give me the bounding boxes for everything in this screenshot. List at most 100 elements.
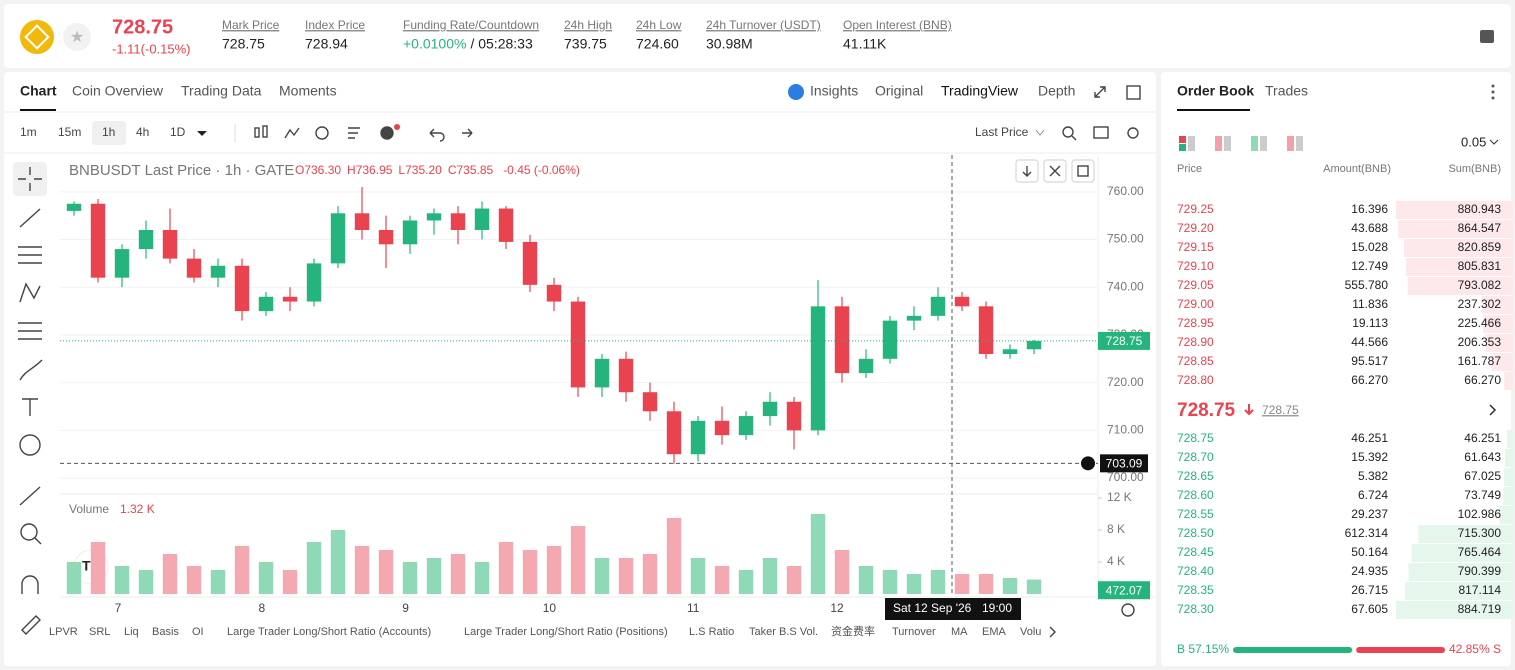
indicator-tab[interactable]: LPVR: [49, 626, 78, 638]
depth-bar: [1491, 353, 1513, 371]
book-tab[interactable]: Order Book: [1177, 83, 1254, 99]
book-price[interactable]: 729.10: [1177, 259, 1214, 273]
y-tick-label: 740.00: [1107, 279, 1144, 293]
volume-marker-label: 472.07: [1106, 583, 1143, 597]
expand-arrow[interactable]: [1489, 404, 1497, 416]
book-price[interactable]: 729.20: [1177, 221, 1214, 235]
book-price[interactable]: 728.75: [1177, 431, 1214, 445]
candle-body: [258, 296, 274, 312]
view-tab[interactable]: Depth: [1038, 83, 1075, 99]
volume-tick-label: 8 K: [1107, 522, 1125, 536]
book-amount: 16.396: [1351, 202, 1388, 216]
depth-bar: [1411, 544, 1513, 562]
book-view-icons: [1179, 136, 1303, 151]
x-tick-label: 7: [115, 601, 122, 615]
chart-tab[interactable]: Chart: [20, 83, 57, 99]
indicator-tab[interactable]: Turnover: [892, 626, 936, 638]
indicator-tab[interactable]: Liq: [124, 626, 139, 638]
interval[interactable]: 1m: [20, 125, 37, 139]
book-amount: 15.028: [1351, 240, 1388, 254]
volume-bar: [570, 526, 586, 594]
book-price[interactable]: 728.95: [1177, 316, 1214, 330]
price-source[interactable]: Last Price: [975, 125, 1029, 139]
add-alert[interactable]: [1081, 456, 1095, 471]
depth-bar: [1408, 563, 1513, 581]
interval[interactable]: 4h: [136, 125, 149, 139]
interval-active-bg: [92, 121, 126, 145]
volume-bar: [930, 570, 946, 594]
favorite-button[interactable]: [63, 23, 91, 51]
stat-value: 728.94: [305, 36, 348, 52]
indicator-tab[interactable]: L.S Ratio: [689, 626, 734, 638]
indicator-tab[interactable]: 资金费率: [831, 624, 875, 638]
indicator-tab[interactable]: Basis: [152, 626, 179, 638]
indicator-tab[interactable]: Large Trader Long/Short Ratio (Positions…: [464, 626, 668, 638]
book-tab[interactable]: Trades: [1265, 83, 1308, 99]
book-price[interactable]: 728.90: [1177, 335, 1214, 349]
volume-current: 1.32 K: [120, 502, 155, 516]
chart-tab[interactable]: Trading Data: [181, 83, 262, 99]
doc-icon[interactable]: [1480, 30, 1494, 43]
volume-tag: [1098, 581, 1150, 600]
star-icon: ★: [70, 29, 84, 46]
mid-price: 728.75: [1177, 400, 1236, 421]
book-price[interactable]: 728.35: [1177, 583, 1214, 597]
book-amount: 6.724: [1358, 488, 1388, 502]
volume-bar: [138, 570, 154, 594]
more-icons[interactable]: [1491, 84, 1495, 100]
volume-bar: [498, 542, 514, 594]
volume-bar: [90, 542, 106, 594]
candle-body: [330, 213, 346, 264]
view-tab[interactable]: Insights: [810, 83, 858, 99]
book-price[interactable]: 728.45: [1177, 545, 1214, 559]
interval[interactable]: 1h: [102, 125, 115, 139]
book-sum: 765.464: [1458, 545, 1502, 559]
book-price[interactable]: 728.40: [1177, 564, 1214, 578]
volume-bar: [1026, 579, 1042, 594]
book-price[interactable]: 728.85: [1177, 354, 1214, 368]
book-price[interactable]: 728.65: [1177, 469, 1214, 483]
book-sum: 206.353: [1458, 335, 1502, 349]
book-price[interactable]: 728.55: [1177, 507, 1214, 521]
indicator-tab[interactable]: MA: [951, 626, 968, 638]
book-price[interactable]: 729.15: [1177, 240, 1214, 254]
candle-body: [858, 358, 874, 374]
volume-bar: [882, 570, 898, 594]
y-tick-label: 710.00: [1107, 423, 1144, 437]
indicator-tab[interactable]: Volu: [1020, 626, 1041, 638]
indicator-tab[interactable]: SRL: [89, 626, 110, 638]
book-price[interactable]: 728.30: [1177, 602, 1214, 616]
indicator-tab[interactable]: Large Trader Long/Short Ratio (Accounts): [227, 626, 431, 638]
book-price[interactable]: 729.05: [1177, 278, 1214, 292]
dropdown-icon[interactable]: [1489, 139, 1499, 145]
indicator-tab[interactable]: Taker B.S Vol.: [749, 626, 818, 638]
book-sum: 73.749: [1464, 488, 1501, 502]
book-price[interactable]: 729.00: [1177, 297, 1214, 311]
book-price[interactable]: 728.50: [1177, 526, 1214, 540]
volume-bar: [954, 574, 970, 594]
depth-bar: [1418, 525, 1513, 543]
interval[interactable]: 15m: [58, 125, 81, 139]
book-sum: 46.251: [1464, 431, 1501, 445]
view-tab[interactable]: Original: [875, 83, 923, 99]
book-sum: 817.114: [1459, 583, 1502, 597]
interval[interactable]: 1D: [170, 125, 186, 139]
chart-tab[interactable]: Moments: [279, 83, 337, 99]
settings-icon[interactable]: [1121, 603, 1135, 617]
book-price[interactable]: 728.70: [1177, 450, 1214, 464]
book-price[interactable]: 728.60: [1177, 488, 1214, 502]
indicator-tab[interactable]: OI: [192, 626, 204, 638]
scroll-arrow[interactable]: [1049, 626, 1056, 638]
book-amount: 19.113: [1352, 316, 1388, 330]
book-step[interactable]: 0.05: [1461, 134, 1486, 149]
book-amount: 95.517: [1351, 354, 1388, 368]
candle-body: [402, 220, 418, 245]
ai-icon: [788, 84, 804, 100]
volume-bar: [546, 546, 562, 594]
chart-tab[interactable]: Coin Overview: [72, 83, 164, 99]
indicator-tab[interactable]: EMA: [982, 626, 1007, 638]
book-price[interactable]: 729.25: [1177, 202, 1214, 216]
book-price[interactable]: 728.80: [1177, 373, 1214, 387]
y-tick-label: 720.00: [1107, 375, 1144, 389]
view-tab[interactable]: TradingView: [941, 83, 1019, 99]
